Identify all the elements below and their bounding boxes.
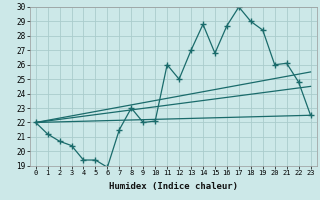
X-axis label: Humidex (Indice chaleur): Humidex (Indice chaleur) (108, 182, 238, 191)
